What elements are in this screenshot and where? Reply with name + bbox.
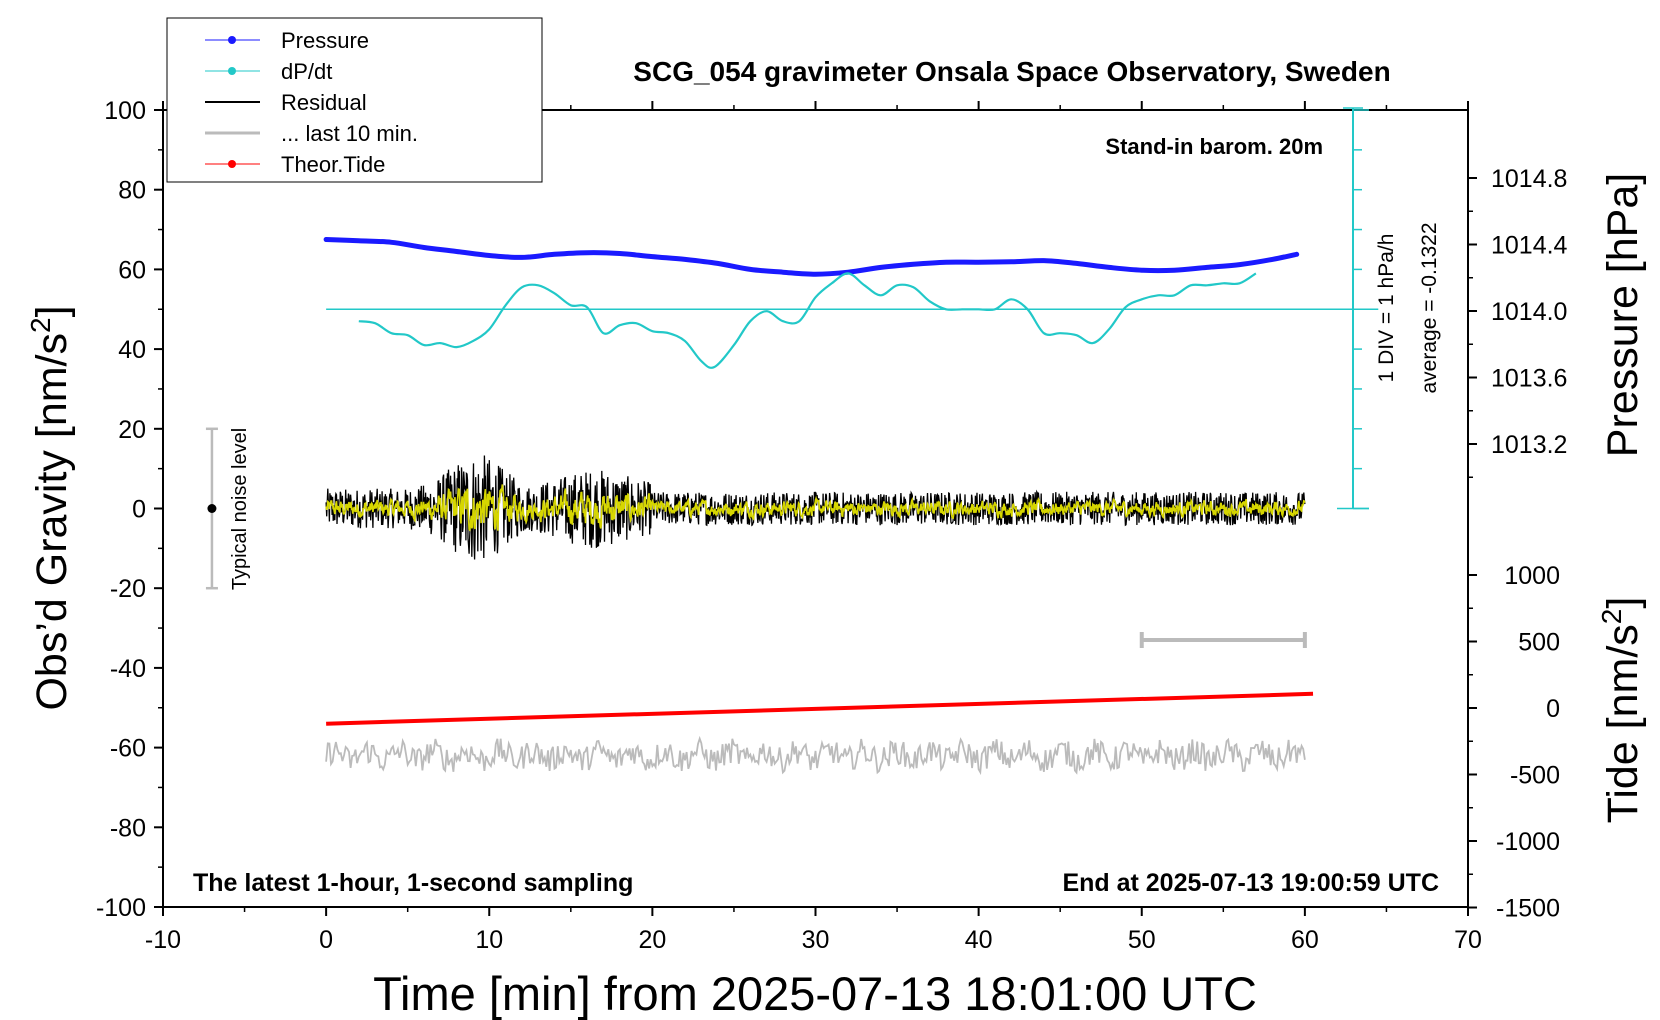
bottom-right-label: End at 2025-07-13 19:00:59 UTC: [1062, 869, 1439, 897]
chart-title: SCG_054 gravimeter Onsala Space Observat…: [633, 56, 1390, 87]
y-axis-ticks: 100 80 60 40 20 0 -20 -40 -60 -80 -100: [96, 97, 163, 922]
y-tick-label: 100: [104, 97, 146, 125]
x-tick-label: 0: [319, 926, 333, 954]
average-label: average = -0.1322: [1418, 222, 1441, 393]
y-tick-label: 60: [118, 256, 146, 284]
y-axis-label-left: Obs’d Gravity [nm/s2]: [25, 305, 76, 710]
tide-tick-label: -1500: [1496, 895, 1560, 923]
x-tick-label: -10: [145, 926, 181, 954]
tide-axis-ticks: 1000 500 0 -500 -1000 -1500: [1468, 562, 1560, 923]
y-tick-label: 80: [118, 177, 146, 205]
x-tick-label: 50: [1128, 926, 1156, 954]
pressure-tick-label: 1014.4: [1491, 232, 1568, 260]
y-axis-label-left-main: Obs’d Gravity [nm/s: [28, 333, 76, 711]
legend-entry-label: Theor.Tide: [281, 152, 385, 177]
legend: Pressure dP/dt Residual ... last 10 min. The…: [166, 17, 543, 183]
last-10-min-series-line: [325, 735, 1306, 776]
y-tick-label: -80: [110, 814, 146, 842]
y-tick-label: 0: [132, 496, 146, 524]
x-tick-label: 70: [1454, 926, 1482, 954]
y-tick-label: 20: [118, 416, 146, 444]
bottom-left-label: The latest 1-hour, 1-second sampling: [193, 869, 633, 897]
y-tick-label: -60: [110, 735, 146, 763]
tide-tick-label: -500: [1510, 762, 1560, 790]
y-axis-label-left-tail: ]: [28, 305, 76, 317]
pressure-series-line: [323, 237, 1300, 277]
dpdt-series-line: [358, 272, 1257, 369]
y-axis-label-left-sup: 2: [25, 317, 56, 333]
x-axis-ticks: -10 0 10 20 30 40 50 60 70: [145, 101, 1482, 954]
x-tick-label: 60: [1291, 926, 1319, 954]
legend-swatch-dot: [228, 67, 236, 75]
x-tick-label: 40: [965, 926, 993, 954]
legend-entry-label: Residual: [281, 90, 367, 115]
pressure-tick-label: 1014.8: [1491, 165, 1567, 193]
barometer-label: Stand-in barom. 20m: [1105, 134, 1323, 159]
tide-tick-label: 1000: [1504, 562, 1560, 590]
y-tick-label: -40: [110, 655, 146, 683]
tide-tick-label: 500: [1518, 629, 1560, 657]
tide-axis-label-main: Tide [nm/s: [1599, 624, 1647, 823]
tide-tick-label: -1000: [1496, 828, 1560, 856]
legend-box: [166, 17, 543, 183]
x-tick-label: 30: [802, 926, 830, 954]
noise-label: Typical noise level: [229, 428, 251, 590]
residual-series-line: [325, 455, 1306, 560]
legend-entries: Pressure dP/dt Residual ... last 10 min. The…: [205, 28, 418, 177]
noise-bar-dot: [207, 504, 217, 513]
legend-entry-label: ... last 10 min.: [281, 121, 418, 146]
pressure-axis-label: Pressure [hPa]: [1599, 173, 1647, 457]
legend-entry-label: Pressure: [281, 28, 369, 53]
x-axis-label: Time [min] from 2025-07-13 18:01:00 UTC: [373, 967, 1257, 1020]
legend-swatch-dot: [228, 160, 236, 168]
tide-tick-label: 0: [1546, 695, 1560, 723]
tide-axis-label-sup: 2: [1596, 609, 1627, 625]
pressure-axis-ticks: 1014.8 1014.4 1014.0 1013.6 1013.2: [1468, 165, 1568, 478]
legend-entry-label: dP/dt: [281, 59, 332, 84]
x-tick-label: 10: [475, 926, 503, 954]
y-tick-label: 40: [118, 336, 146, 364]
x-tick-label: 20: [638, 926, 666, 954]
pressure-tick-label: 1013.2: [1491, 431, 1567, 459]
div-label: 1 DIV = 1 hPa/h: [1375, 234, 1398, 383]
tide-axis-label-tail: ]: [1599, 597, 1647, 609]
y-tick-label: -20: [110, 575, 146, 603]
residual-smoothed-line: [325, 484, 1306, 532]
typical-noise-bar: [205, 427, 218, 590]
pressure-tick-label: 1013.6: [1491, 365, 1567, 393]
tide-series-line: [326, 691, 1314, 726]
y-tick-label: -100: [96, 894, 146, 922]
tide-axis-label: Tide [nm/s2]: [1596, 597, 1647, 824]
last-10-min-bar: [1139, 632, 1307, 649]
legend-swatch-dot: [228, 36, 236, 44]
pressure-tick-label: 1014.0: [1491, 298, 1567, 326]
dpdt-scale-bar: [1337, 107, 1369, 510]
